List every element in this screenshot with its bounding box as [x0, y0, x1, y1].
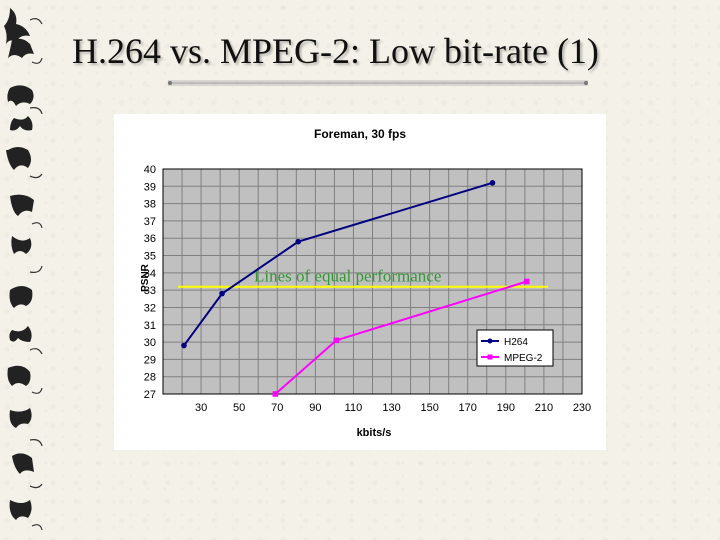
- y-axis-label: PSNR: [140, 263, 151, 292]
- x-tick-label: 110: [345, 402, 363, 414]
- x-tick-label: 230: [573, 402, 591, 414]
- x-tick-label: 90: [309, 402, 321, 414]
- x-axis-label: kbits/s: [357, 427, 392, 439]
- data-point: [219, 290, 225, 297]
- data-point: [181, 342, 187, 349]
- y-tick-label: 33: [144, 285, 156, 297]
- data-point: [295, 238, 302, 245]
- x-tick-label: 50: [233, 402, 245, 414]
- annotation-label: Lines of equal performance: [254, 267, 441, 286]
- x-tick-label: 210: [535, 402, 553, 414]
- plot-border: [162, 168, 583, 395]
- y-tick-label: 39: [144, 181, 156, 193]
- y-tick-label: 35: [144, 251, 156, 263]
- y-tick-label: 36: [144, 233, 156, 245]
- legend-label: H264: [504, 337, 528, 348]
- y-tick-label: 34: [144, 268, 156, 280]
- y-tick-label: 29: [144, 354, 156, 366]
- data-point: [489, 180, 496, 186]
- legend-marker: [487, 338, 493, 344]
- data-point: [333, 337, 340, 344]
- chart-panel: Foreman, 30 fps PSNR kbits/s 27 28 29 30 31 3…: [114, 114, 606, 450]
- y-tick-label: 27: [144, 389, 156, 401]
- legend-box: [476, 329, 554, 367]
- x-tick-label: 130: [382, 402, 400, 414]
- animal-glyph-border-icon: [4, 8, 43, 531]
- y-tick-label: 37: [144, 216, 156, 228]
- chart-title: Foreman, 30 fps: [314, 127, 406, 141]
- y-tick-label: 32: [144, 302, 156, 314]
- x-tick-label: 70: [271, 402, 283, 414]
- x-tick-label: 30: [195, 402, 207, 414]
- page-title: H.264 vs. MPEG-2: Low bit-rate (1): [72, 31, 599, 71]
- chart: Foreman, 30 fps PSNR kbits/s 27 28 29 30 31 3…: [140, 127, 591, 439]
- series-line-h264: [183, 181, 493, 347]
- x-tick-label: 150: [420, 402, 438, 414]
- y-tick-label: 28: [144, 372, 156, 384]
- y-tick-label: 38: [144, 199, 156, 211]
- y-tick-label: 30: [144, 337, 156, 349]
- y-tick-label: 40: [144, 164, 156, 176]
- y-tick-label: 31: [144, 320, 156, 332]
- legend-label: MPEG-2: [504, 353, 543, 364]
- x-tick-label: 190: [497, 402, 515, 414]
- data-point: [272, 391, 279, 397]
- x-tick-label: 170: [459, 402, 477, 414]
- title-underline: [168, 80, 588, 86]
- legend-marker: [487, 354, 493, 360]
- data-point: [523, 278, 530, 285]
